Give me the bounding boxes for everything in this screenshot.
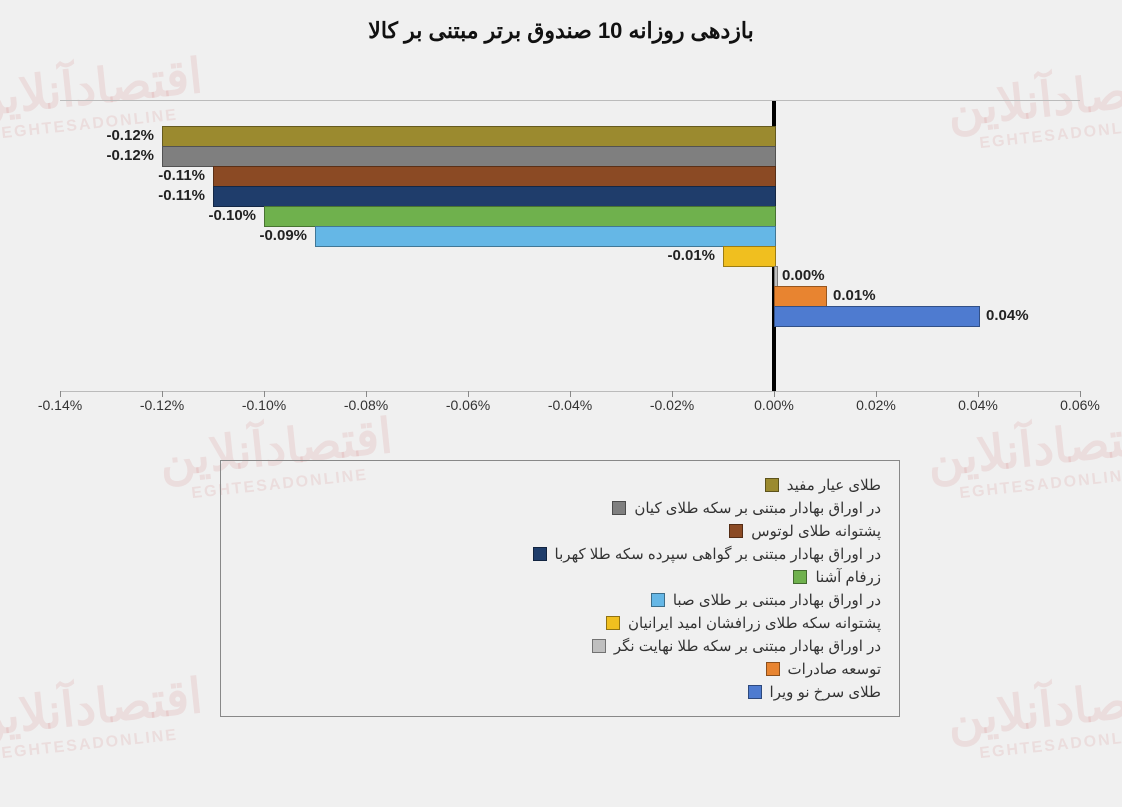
- legend-label: در اوراق بهادار مبتنی بر سکه طلا نهایت ن…: [614, 637, 881, 655]
- legend-item: در اوراق بهادار مبتنی بر طلای صبا: [231, 591, 881, 609]
- legend-swatch: [533, 547, 547, 561]
- bar-label: -0.11%: [158, 187, 205, 204]
- bar-label: -0.01%: [667, 247, 715, 264]
- legend-label: توسعه صادرات: [788, 660, 881, 678]
- x-tick-label: -0.04%: [548, 397, 592, 413]
- watermark: اقتصادآنلاین EGHTESADONLINE: [945, 668, 1122, 766]
- bar: [213, 166, 776, 187]
- x-axis: -0.14%-0.12%-0.10%-0.08%-0.06%-0.04%-0.0…: [60, 391, 1080, 421]
- x-tick-label: 0.00%: [754, 397, 794, 413]
- watermark: اقتصادآنلاین EGHTESADONLINE: [925, 408, 1122, 506]
- bar-label: -0.10%: [208, 207, 256, 224]
- bar: [264, 206, 776, 227]
- legend-item: پشتوانه سکه طلای زرافشان امید ایرانیان: [231, 614, 881, 632]
- bar-label: 0.04%: [986, 307, 1029, 324]
- chart-container: اقتصادآنلاین EGHTESADONLINE اقتصادآنلاین…: [0, 0, 1122, 807]
- bar-label: -0.12%: [106, 127, 154, 144]
- bar: [723, 246, 776, 267]
- legend-swatch: [729, 524, 743, 538]
- bar: [315, 226, 776, 247]
- x-tick-label: -0.08%: [344, 397, 388, 413]
- bar-label: -0.09%: [259, 227, 307, 244]
- bar: [774, 266, 778, 287]
- x-tick-label: -0.06%: [446, 397, 490, 413]
- legend-label: طلای عیار مفید: [787, 476, 881, 494]
- x-tick-label: -0.12%: [140, 397, 184, 413]
- bar: [213, 186, 776, 207]
- bar: [774, 306, 980, 327]
- bar: [774, 286, 827, 307]
- bar-label: 0.01%: [833, 287, 876, 304]
- x-tick-label: 0.02%: [856, 397, 896, 413]
- legend-label: در اوراق بهادار مبتنی بر طلای صبا: [673, 591, 881, 609]
- legend: طلای عیار مفید در اوراق بهادار مبتنی بر س…: [220, 460, 900, 717]
- bar-label: 0.00%: [782, 267, 825, 284]
- x-tick-label: -0.10%: [242, 397, 286, 413]
- watermark: اقتصادآنلاین EGHTESADONLINE: [0, 668, 207, 766]
- legend-label: در اوراق بهادار مبتنی بر گواهی سپرده سکه…: [555, 545, 881, 563]
- legend-label: زرفام آشنا: [815, 568, 881, 586]
- bar-label: -0.11%: [158, 167, 205, 184]
- legend-swatch: [793, 570, 807, 584]
- bar: [162, 126, 776, 147]
- legend-label: پشتوانه طلای لوتوس: [751, 522, 881, 540]
- legend-swatch: [748, 685, 762, 699]
- legend-swatch: [612, 501, 626, 515]
- x-tick-label: -0.14%: [38, 397, 82, 413]
- legend-label: در اوراق بهادار مبتنی بر سکه طلای کیان: [634, 499, 881, 517]
- legend-item: طلای سرخ نو ویرا: [231, 683, 881, 701]
- legend-item: پشتوانه طلای لوتوس: [231, 522, 881, 540]
- x-tick-label: 0.04%: [958, 397, 998, 413]
- legend-item: در اوراق بهادار مبتنی بر گواهی سپرده سکه…: [231, 545, 881, 563]
- x-tick-label: 0.06%: [1060, 397, 1100, 413]
- x-tick-label: -0.02%: [650, 397, 694, 413]
- legend-item: در اوراق بهادار مبتنی بر سکه طلا نهایت ن…: [231, 637, 881, 655]
- legend-label: پشتوانه سکه طلای زرافشان امید ایرانیان: [628, 614, 881, 632]
- legend-swatch: [606, 616, 620, 630]
- bar-label: -0.12%: [106, 147, 154, 164]
- legend-swatch: [766, 662, 780, 676]
- legend-item: در اوراق بهادار مبتنی بر سکه طلای کیان: [231, 499, 881, 517]
- legend-label: طلای سرخ نو ویرا: [770, 683, 881, 701]
- legend-swatch: [592, 639, 606, 653]
- bar: [162, 146, 776, 167]
- legend-item: توسعه صادرات: [231, 660, 881, 678]
- legend-swatch: [651, 593, 665, 607]
- legend-swatch: [765, 478, 779, 492]
- plot-area: -0.14%-0.12%-0.10%-0.08%-0.06%-0.04%-0.0…: [60, 100, 1080, 392]
- legend-item: زرفام آشنا: [231, 568, 881, 586]
- chart-title: بازدهی روزانه 10 صندوق برتر مبتنی بر کال…: [0, 0, 1122, 44]
- legend-item: طلای عیار مفید: [231, 476, 881, 494]
